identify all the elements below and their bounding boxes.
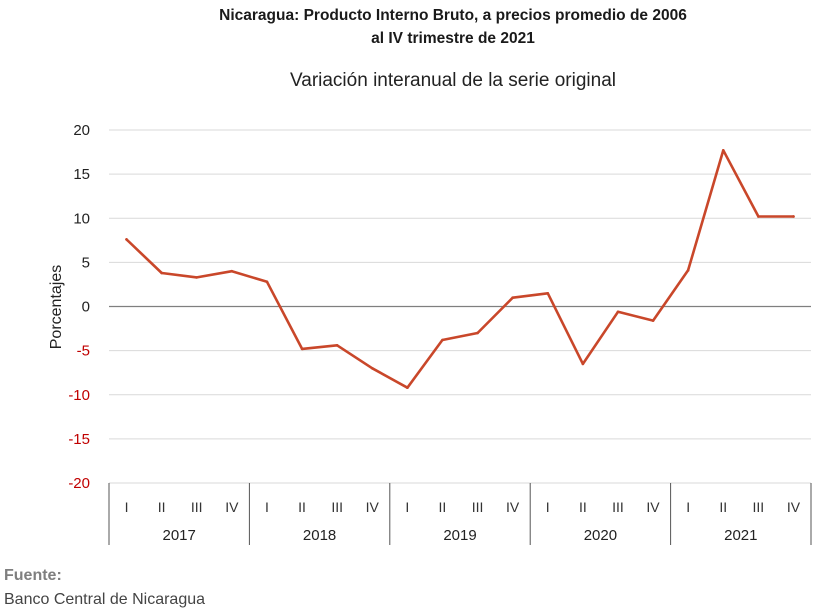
data-point [581, 362, 585, 366]
x-tick-label: I [125, 499, 129, 515]
y-tick-labels: 20 15 10 5 0 -5 -10 -15 -20 [68, 122, 90, 492]
x-tick-label: II [579, 499, 587, 515]
y-tick-label: -5 [77, 343, 90, 360]
series-lines [125, 148, 795, 390]
y-tick-label: -20 [68, 475, 90, 492]
data-point [651, 319, 655, 322]
y-tick-label: -10 [68, 387, 90, 404]
source-label: Fuente: [4, 567, 62, 584]
chart-title-line-2: al IV trimestre de 2021 [371, 30, 535, 47]
y-axis-label: Porcentajes [48, 265, 65, 350]
x-tick-label: I [686, 499, 690, 515]
data-point [406, 386, 409, 389]
data-point [511, 296, 514, 299]
x-tick-label: IV [787, 499, 801, 515]
data-point [125, 238, 128, 241]
x-year-label: 2018 [303, 527, 336, 544]
data-point [370, 366, 374, 370]
x-tick-label: III [612, 499, 624, 515]
x-tick-label: II [158, 499, 166, 515]
x-year-label: 2017 [163, 527, 196, 544]
x-tick-label: III [331, 499, 343, 515]
x-tick-label: IV [225, 499, 239, 515]
x-tick-label: I [265, 499, 269, 515]
x-tick-label: III [191, 499, 203, 515]
x-year-label: 2021 [724, 527, 757, 544]
x-tick-label: III [472, 499, 484, 515]
y-tick-label: 5 [82, 254, 90, 271]
y-tick-label: 0 [82, 299, 90, 316]
y-tick-label: 20 [73, 122, 90, 139]
x-tick-label: IV [506, 499, 520, 515]
data-point [265, 280, 269, 284]
grid-lines [109, 129, 811, 484]
data-point [335, 344, 339, 347]
x-tick-label: IV [366, 499, 380, 515]
y-tick-label: 15 [73, 166, 90, 183]
x-year-label: 2019 [443, 527, 476, 544]
x-tick-label: I [546, 499, 550, 515]
data-point [230, 269, 234, 273]
chart-subtitle: Variación interanual de la serie origina… [289, 70, 616, 91]
data-point [792, 215, 795, 218]
x-tick-label: II [298, 499, 306, 515]
x-tick-label: II [439, 499, 447, 515]
data-point [300, 347, 304, 351]
data-point [195, 276, 199, 279]
x-tick-label: III [753, 499, 765, 515]
y-tick-label: 10 [73, 210, 90, 227]
data-point [721, 148, 725, 152]
data-point [686, 269, 690, 272]
data-point [441, 338, 444, 342]
data-point [476, 331, 479, 335]
chart-title-line-1: Nicaragua: Producto Interno Bruto, a pre… [219, 7, 687, 24]
x-tick-label: II [719, 499, 727, 515]
x-year-label: 2020 [584, 527, 617, 544]
x-tick-label: I [405, 499, 409, 515]
data-point [546, 291, 550, 295]
source-text: Banco Central de Nicaragua [4, 591, 206, 608]
data-point [616, 310, 620, 314]
y-tick-label: -15 [68, 431, 90, 448]
data-point [757, 215, 760, 218]
x-tick-label: IV [646, 499, 660, 515]
series-line [125, 149, 795, 390]
data-point [160, 271, 163, 275]
